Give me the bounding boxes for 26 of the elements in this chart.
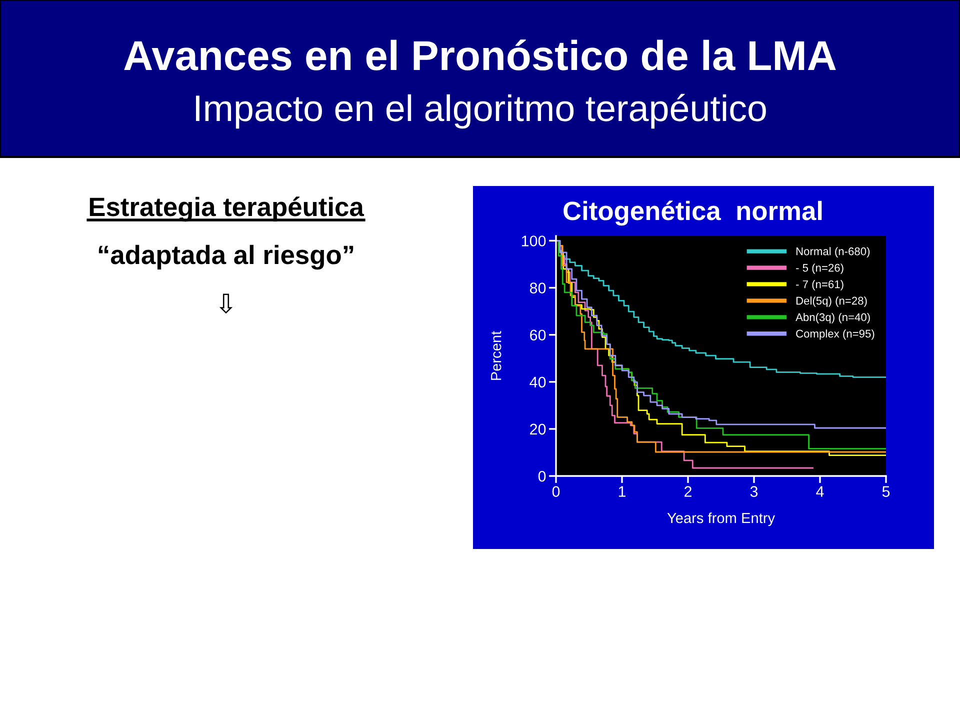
legend-label: Del(5q) (n=28)	[796, 296, 867, 307]
y-axis-title: Percent	[491, 330, 502, 380]
legend-label: Complex (n=95)	[796, 329, 874, 340]
x-tick-label: 5	[882, 486, 890, 497]
legend-label: - 5 (n=26)	[796, 264, 844, 274]
text: ⇩	[219, 294, 233, 314]
chart-title: Citogenética normal	[564, 200, 822, 226]
x-tick-label: 1	[618, 486, 626, 497]
y-tick-label: 0	[538, 470, 546, 482]
legend-label: Normal (n-680)	[796, 247, 870, 258]
text: Estrategia terapéutica	[90, 196, 364, 222]
x-axis-title: Years from Entry	[667, 512, 776, 526]
x-tick-label: 0	[552, 486, 560, 497]
x-tick-label: 3	[750, 486, 758, 497]
y-tick-label: 40	[530, 376, 546, 388]
text: Avances en el Pronóstico de la LMA	[124, 39, 836, 70]
y-tick-label: 80	[530, 282, 546, 294]
y-tick-label: 100	[522, 236, 546, 246]
text: Impacto en el algoritmo terapéutico	[196, 94, 766, 129]
legend-label: Abn(3q) (n=40)	[796, 312, 870, 324]
x-tick-label: 2	[684, 486, 692, 497]
y-tick-label: 60	[530, 330, 546, 341]
x-tick-label: 4	[816, 486, 824, 497]
legend-label: - 7 (n=61)	[796, 280, 844, 290]
text: “adaptada al riesgo”	[98, 244, 354, 270]
y-tick-label: 20	[530, 424, 546, 435]
